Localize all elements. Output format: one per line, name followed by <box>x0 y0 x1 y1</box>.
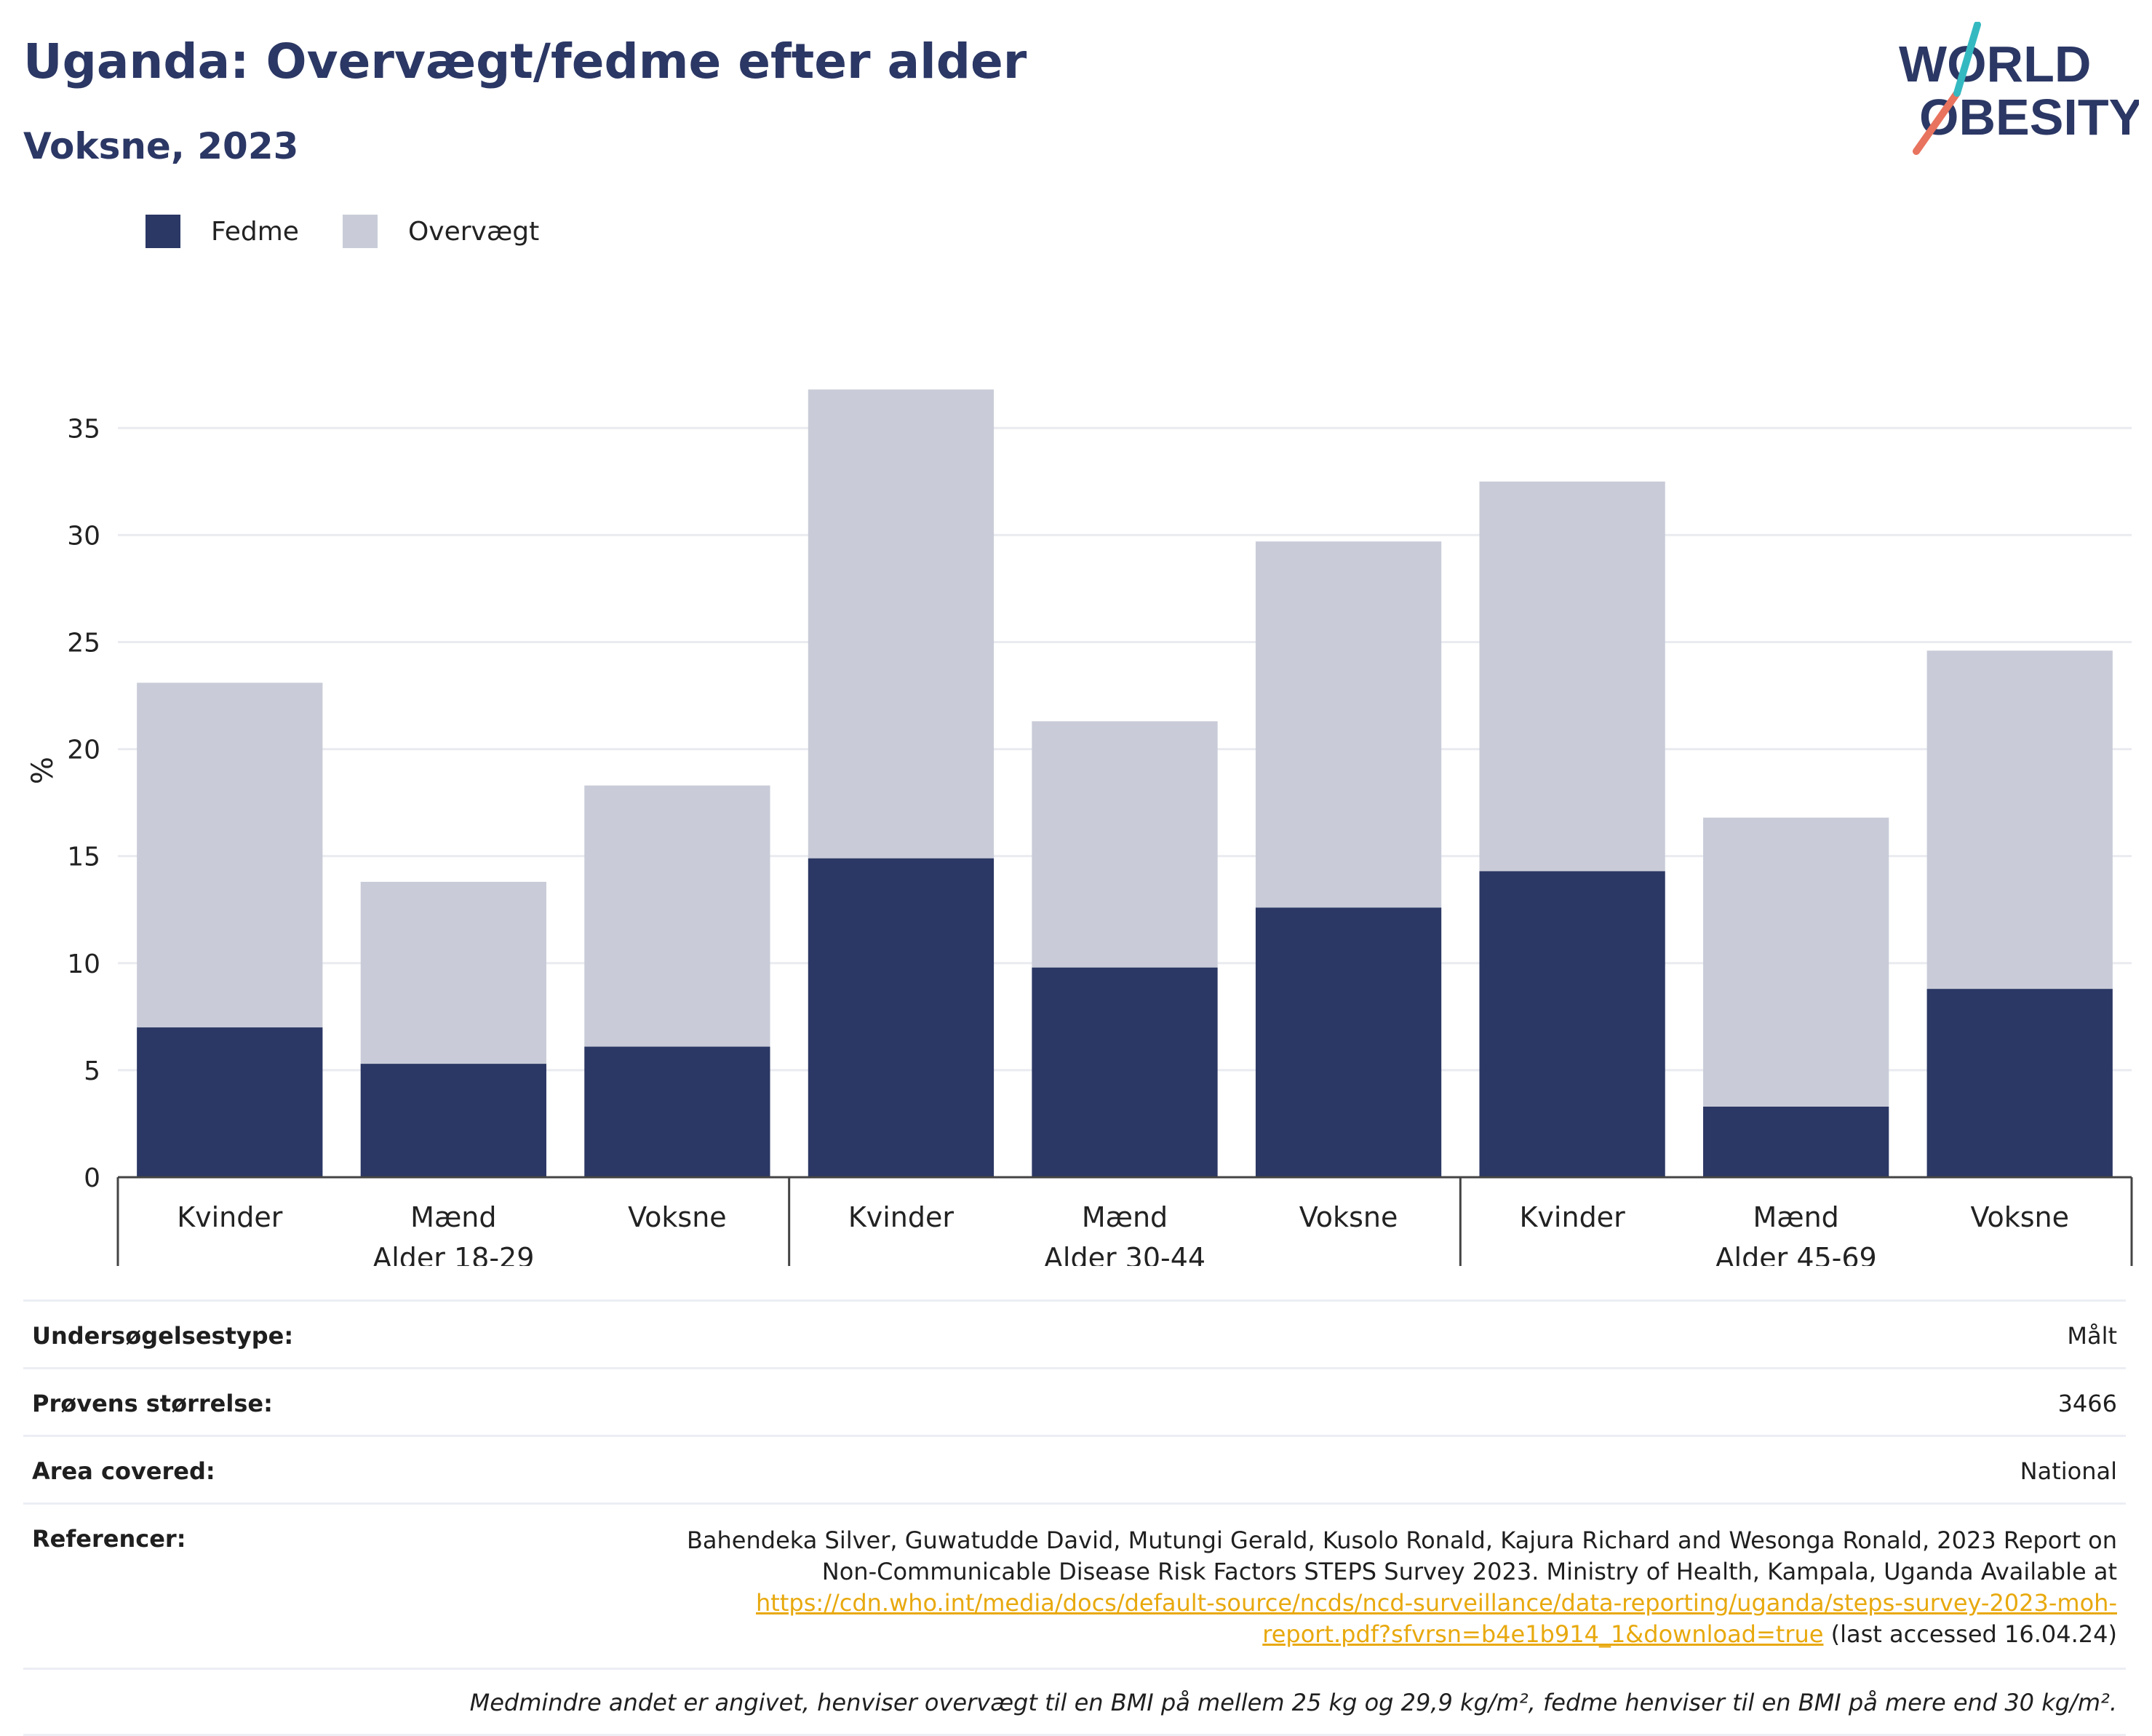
x-tick-label: Kvinder <box>1520 1201 1626 1233</box>
bar-fedme <box>1703 1106 1889 1177</box>
bar-fedme <box>360 1064 546 1177</box>
sample-size-label: Prøvens størrelse: <box>32 1390 273 1417</box>
y-tick-label: 35 <box>67 414 100 444</box>
survey-type-value: Målt <box>2067 1322 2117 1350</box>
x-group-label: Alder 45-69 <box>1715 1242 1877 1266</box>
bar-overvaegt <box>1479 481 1665 872</box>
x-tick-label: Mænd <box>410 1201 496 1233</box>
world-obesity-logo: WORLD OBESITY <box>1899 22 2139 155</box>
y-tick-label: 5 <box>84 1056 100 1086</box>
x-tick-label: Voksne <box>628 1201 727 1233</box>
x-tick-label: Voksne <box>1299 1201 1398 1233</box>
x-tick-label: Kvinder <box>848 1201 955 1233</box>
bar-fedme <box>1926 989 2113 1177</box>
info-row-sample-size: Prøvens størrelse: 3466 <box>23 1367 2126 1435</box>
svg-text:WORLD: WORLD <box>1899 36 2091 92</box>
bar-fedme <box>1479 871 1665 1177</box>
legend-label-overvaegt: Overvægt <box>407 216 540 247</box>
y-tick-label: 30 <box>67 521 100 551</box>
area-value: National <box>2020 1457 2117 1485</box>
references-suffix: (last accessed 16.04.24) <box>1830 1620 2117 1648</box>
y-axis-title: % <box>26 757 60 784</box>
bar-overvaegt <box>360 881 546 1064</box>
survey-type-label: Undersøgelsestype: <box>32 1322 294 1350</box>
chart-legend: Fedme Overvægt <box>146 215 583 248</box>
info-row-survey-type: Undersøgelsestype: Målt <box>23 1299 2126 1367</box>
legend-swatch-fedme <box>146 215 180 248</box>
info-table: Undersøgelsestype: Målt Prøvens størrels… <box>23 1299 2126 1736</box>
bar-overvaegt <box>808 389 995 859</box>
bar-overvaegt <box>584 785 770 1047</box>
legend-swatch-overvaegt <box>342 215 378 248</box>
references-label: Referencer: <box>32 1525 186 1553</box>
sample-size-value: 3466 <box>2057 1390 2117 1417</box>
bar-overvaegt <box>137 682 323 1028</box>
y-tick-label: 0 <box>84 1163 100 1193</box>
references-value: Bahendeka Silver, Guwatudde David, Mutun… <box>662 1525 2117 1650</box>
legend-item-fedme[interactable]: Fedme <box>146 215 299 248</box>
page-subtitle: Voksne, 2023 <box>23 125 299 167</box>
y-tick-label: 25 <box>67 628 100 658</box>
legend-item-overvaegt[interactable]: Overvægt <box>342 215 540 248</box>
bar-overvaegt <box>1703 817 1889 1107</box>
bar-fedme <box>1255 907 1442 1177</box>
x-tick-label: Mænd <box>1082 1201 1168 1233</box>
y-tick-label: 15 <box>67 843 100 872</box>
y-tick-label: 20 <box>67 736 100 765</box>
references-text: Bahendeka Silver, Guwatudde David, Mutun… <box>686 1526 2117 1585</box>
y-tick-label: 10 <box>67 949 100 979</box>
bar-overvaegt <box>1255 541 1442 908</box>
info-row-area: Area covered: National <box>23 1435 2126 1502</box>
bar-fedme <box>584 1046 770 1177</box>
info-row-references: Referencer: Bahendeka Silver, Guwatudde … <box>23 1502 2126 1668</box>
x-group-label: Alder 18-29 <box>372 1242 534 1266</box>
x-tick-label: Mænd <box>1753 1201 1839 1233</box>
bar-overvaegt <box>1032 721 1218 968</box>
bar-chart: 0 5 10 15 20 25 30 35% Kvinder Mænd Voksne Alder 18… <box>26 389 2133 1266</box>
bar-fedme <box>808 858 995 1177</box>
bar-fedme <box>137 1027 323 1177</box>
x-group-label: Alder 30-44 <box>1044 1242 1205 1266</box>
x-tick-label: Voksne <box>1970 1201 2069 1233</box>
bar-overvaegt <box>1926 650 2113 990</box>
legend-label-fedme: Fedme <box>211 216 299 247</box>
references-link[interactable]: https://cdn.who.int/media/docs/default-s… <box>756 1589 2117 1648</box>
page-title: Uganda: Overvægt/fedme efter alder <box>23 33 1027 89</box>
bar-fedme <box>1032 967 1218 1177</box>
x-tick-label: Kvinder <box>177 1201 283 1233</box>
footnote: Medmindre andet er angivet, henviser ove… <box>23 1668 2126 1736</box>
area-label: Area covered: <box>32 1457 215 1485</box>
